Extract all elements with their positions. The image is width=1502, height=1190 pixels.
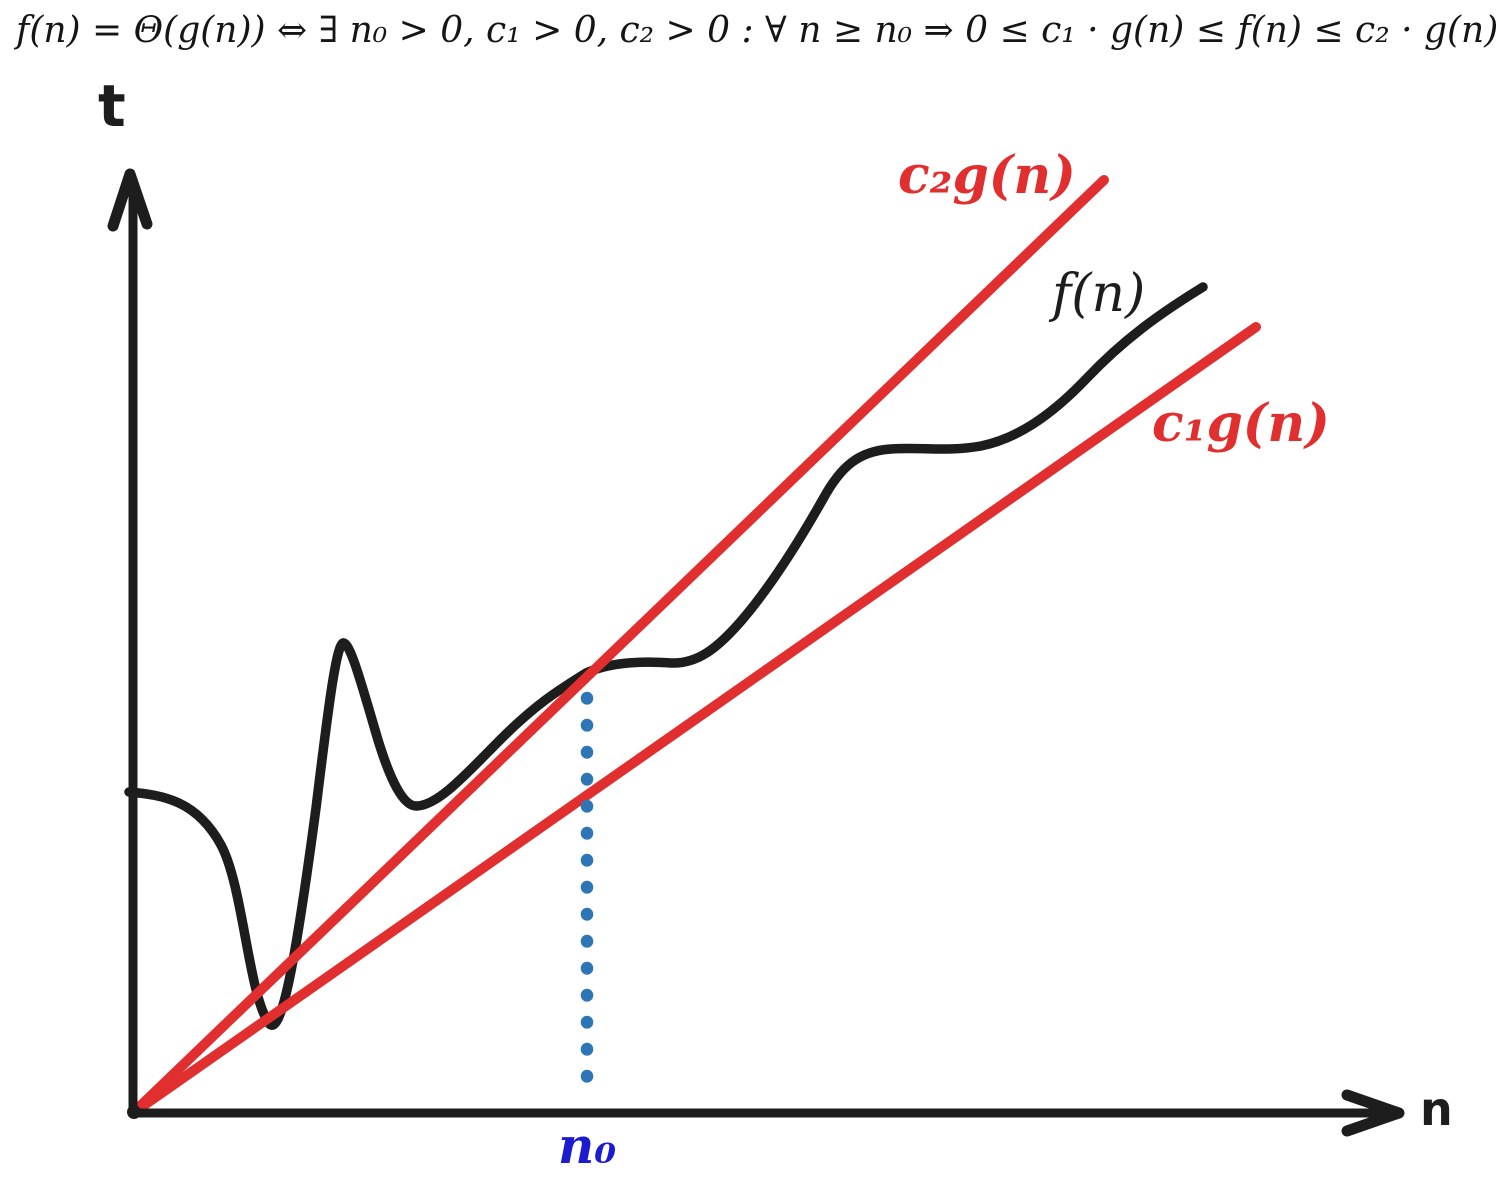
upper-bound-label: c₂g(n) xyxy=(898,145,1076,206)
function-label: f(n) xyxy=(1052,264,1146,324)
y-axis-arrow-icon xyxy=(107,168,153,232)
upper-bound-line xyxy=(128,175,1109,1118)
fn-curve xyxy=(124,282,1208,1030)
y-axis-label: t xyxy=(98,72,126,140)
threshold-label: n₀ xyxy=(558,1116,617,1175)
lower-bound-label: c₁g(n) xyxy=(1152,393,1330,454)
x-axis-arrow-icon xyxy=(1341,1089,1405,1137)
formula-text: f(n) = Θ(g(n)) ⇔ ∃ n₀ > 0, c₁ > 0, c₂ > … xyxy=(16,10,1499,51)
origin-dot xyxy=(127,1105,141,1119)
lower-bound-line xyxy=(128,322,1261,1118)
x-axis-label: n xyxy=(1420,1082,1453,1136)
